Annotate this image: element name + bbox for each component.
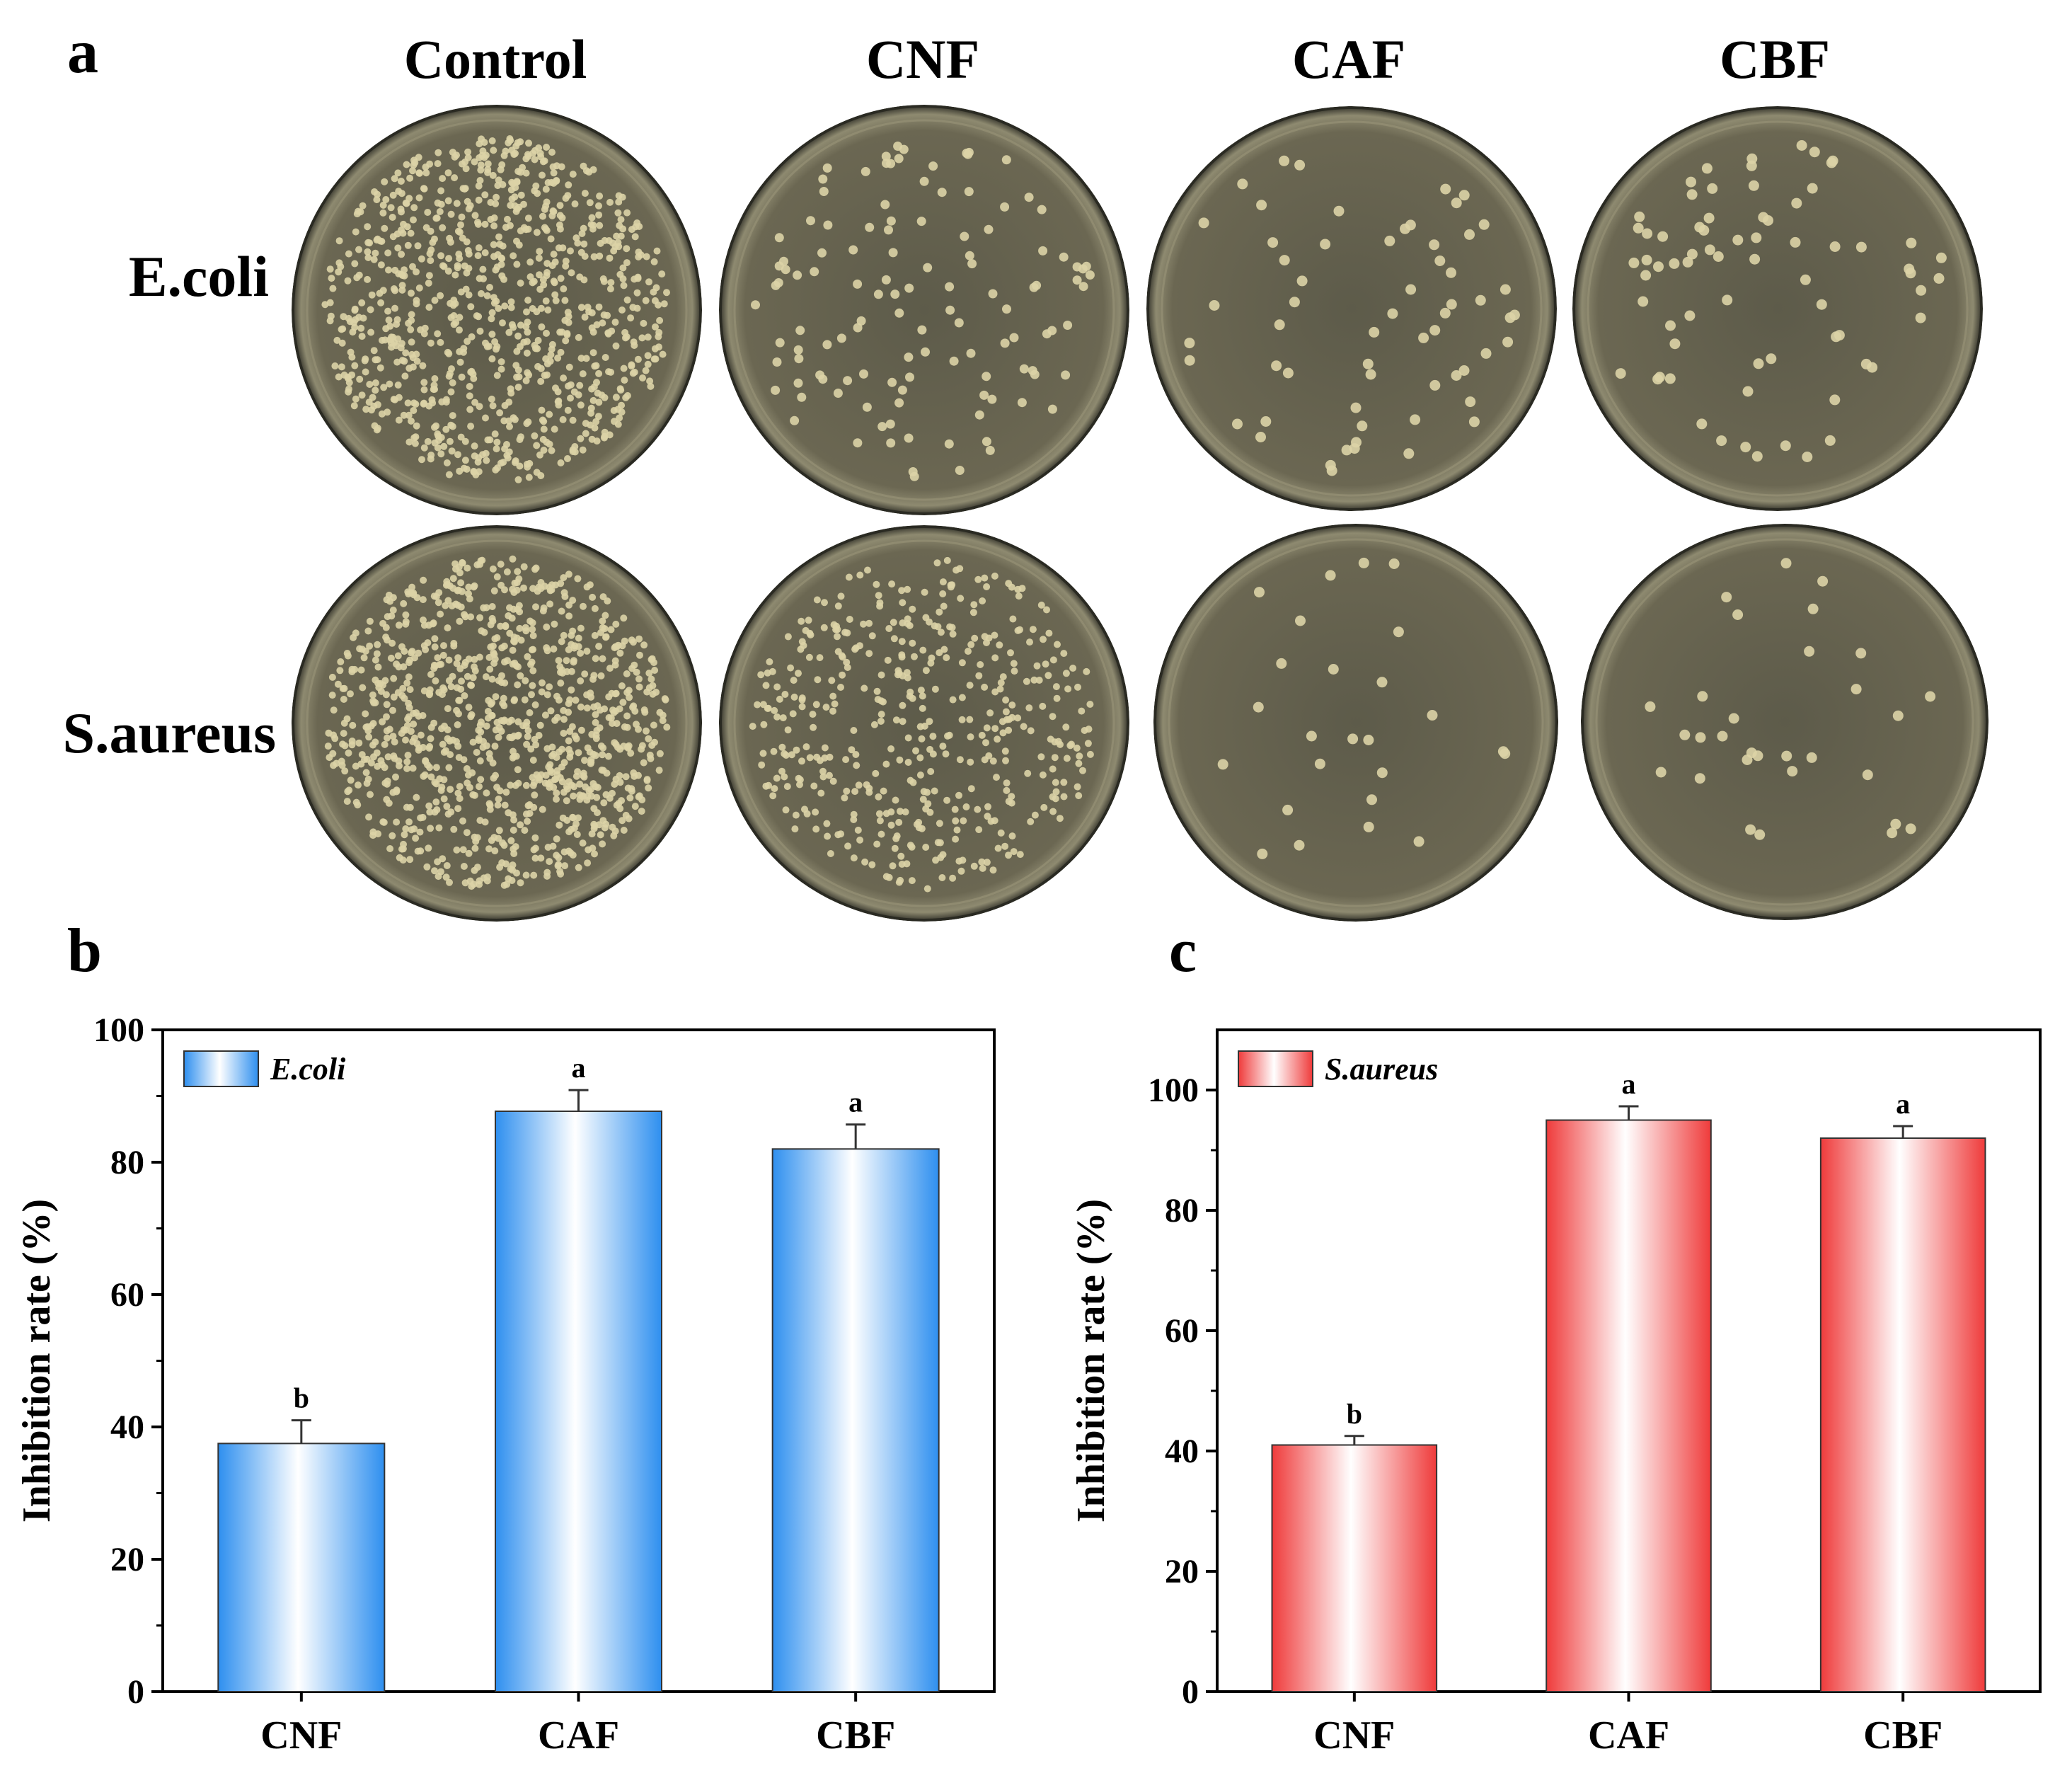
column-label-cbf: CBF: [1720, 28, 1830, 90]
x-tick-label: CBF: [1863, 1714, 1942, 1757]
plate-ecoli-cbf: [1572, 106, 1983, 511]
y-axis-label: Inhibition rate (%): [1069, 1199, 1113, 1522]
bar-cbf: [771, 1148, 940, 1693]
significance-letter: b: [1347, 1398, 1362, 1430]
chart-b: 0 20 40 60 80 100 Inhibition rate (%) b CNF a CAF a…: [0, 991, 1026, 1770]
x-tick-label: CAF: [1588, 1714, 1669, 1757]
legend-label: S.aureus: [1325, 1052, 1438, 1086]
x-tick-label: CBF: [816, 1714, 895, 1757]
row-label-ecoli: E.coli: [128, 244, 269, 309]
plate-ecoli-cnf: [719, 105, 1129, 515]
y-tick-label: 60: [1165, 1312, 1199, 1350]
significance-letter: a: [848, 1086, 863, 1118]
y-axis-label: Inhibition rate (%): [15, 1199, 59, 1522]
column-label-cnf: CNF: [865, 28, 980, 90]
x-tick-label: CNF: [260, 1714, 342, 1757]
column-label-control: Control: [403, 28, 587, 90]
plate-ecoli-caf: [1146, 106, 1557, 511]
y-tick-label: 80: [1165, 1192, 1199, 1229]
row-label-saureus: S.aureus: [62, 701, 276, 765]
y-tick-label: 0: [1182, 1673, 1199, 1711]
x-tick-label: CAF: [538, 1714, 619, 1757]
significance-letter: a: [1896, 1088, 1910, 1120]
y-tick-label: 80: [110, 1144, 144, 1181]
legend-label: E.coli: [270, 1052, 346, 1086]
panel-c-letter: c: [1169, 917, 1197, 985]
y-tick-label: 20: [110, 1541, 144, 1578]
chart-c: 0 20 40 60 80 100 Inhibition rate (%) b CNF a CAF a…: [1054, 991, 2072, 1770]
y-tick-label: 20: [1165, 1553, 1199, 1590]
legend-swatch: [1238, 1050, 1313, 1087]
panel-a-letter: a: [67, 18, 98, 86]
bar-caf: [495, 1111, 662, 1692]
x-tick-label: CNF: [1313, 1714, 1395, 1757]
significance-letter: b: [294, 1382, 309, 1414]
y-tick-label: 60: [110, 1276, 144, 1314]
y-tick-label: 100: [93, 1011, 144, 1049]
panel-b-letter: b: [67, 917, 102, 985]
y-tick-label: 40: [110, 1409, 144, 1446]
plate-ecoli-control: [292, 105, 702, 515]
bar-cbf: [1819, 1137, 1986, 1692]
plate-saureus-cnf: [719, 525, 1129, 922]
y-tick-label: 0: [127, 1673, 144, 1711]
plate-saureus-caf: [1153, 524, 1558, 922]
legend-swatch: [183, 1050, 259, 1087]
plate-saureus-control: [292, 525, 702, 922]
plate-saureus-cbf: [1581, 524, 1988, 920]
significance-letter: a: [1622, 1068, 1636, 1100]
column-label-caf: CAF: [1291, 28, 1406, 90]
bar-cnf: [1271, 1444, 1438, 1692]
significance-letter: a: [572, 1052, 586, 1084]
y-tick-label: 40: [1165, 1433, 1199, 1470]
y-tick-label: 100: [1148, 1072, 1199, 1109]
bar-cnf: [217, 1443, 386, 1692]
bar-caf: [1546, 1119, 1712, 1692]
